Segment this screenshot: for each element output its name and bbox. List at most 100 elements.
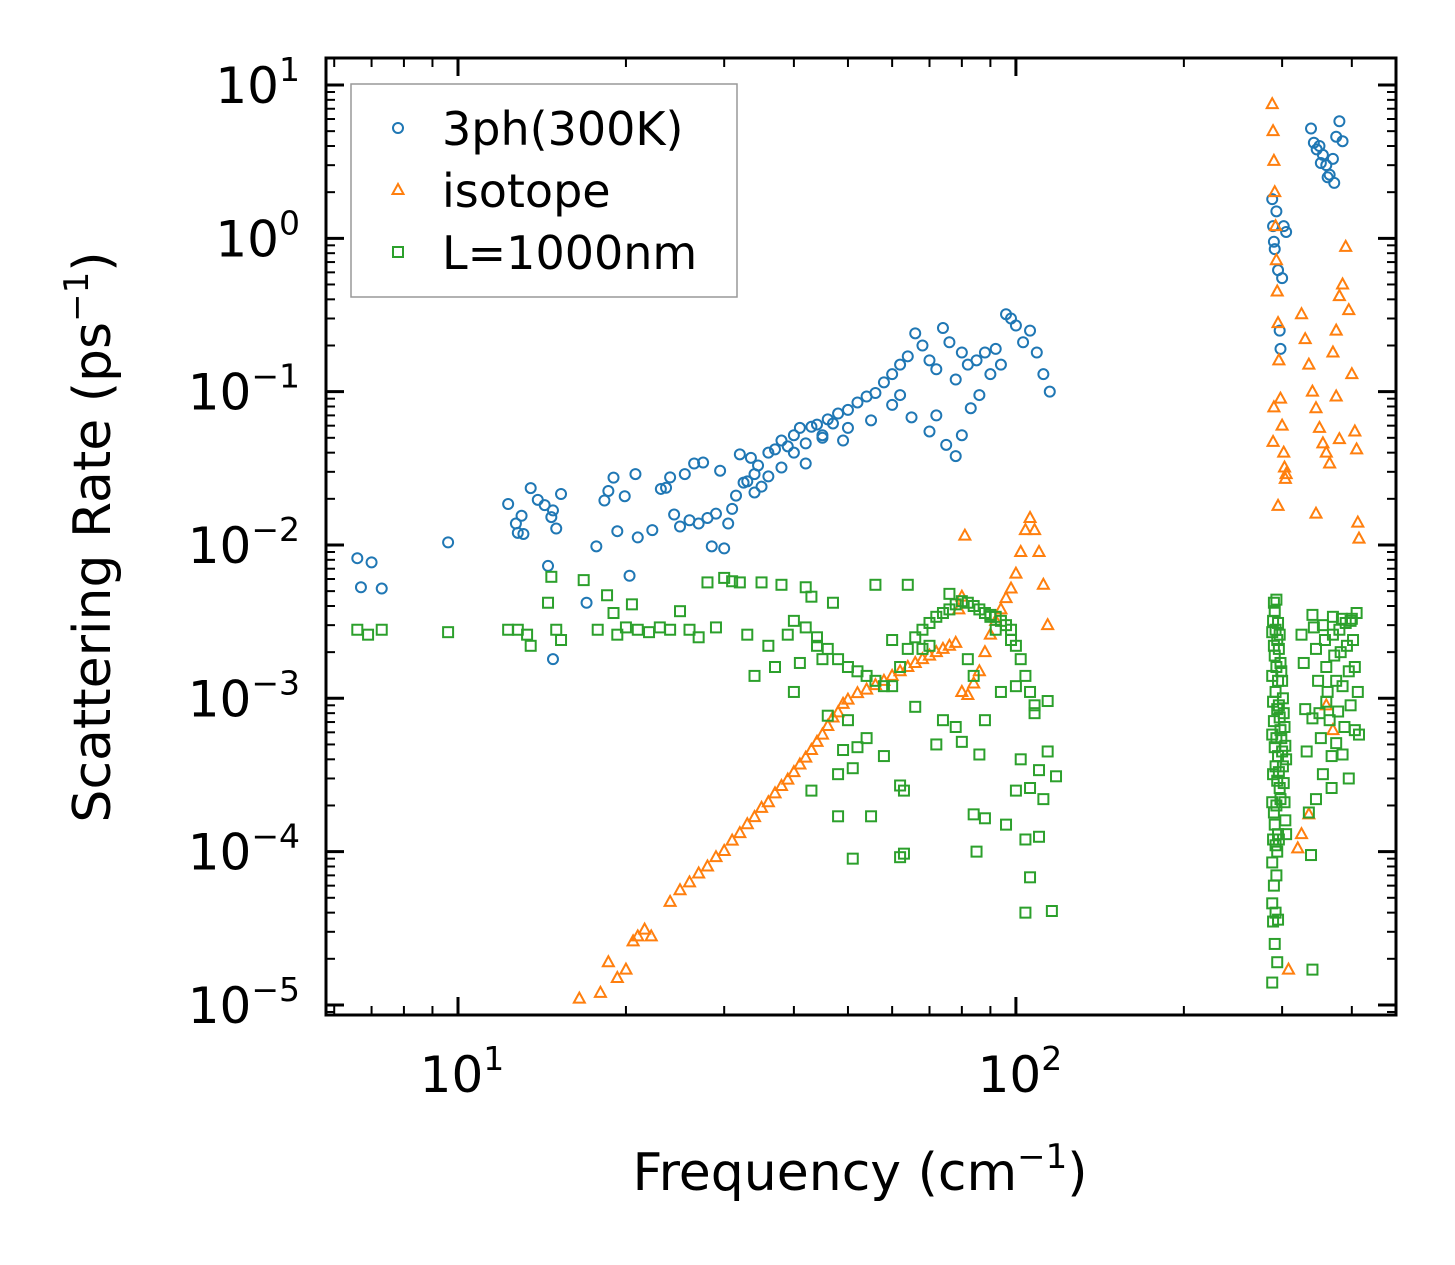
- data-point: [1326, 152, 1339, 165]
- data-point: [1328, 388, 1344, 402]
- data-point: [502, 498, 515, 511]
- data-point: [781, 628, 794, 641]
- data-point: [1267, 806, 1280, 819]
- data-point: [1041, 695, 1054, 708]
- data-point: [850, 685, 865, 699]
- data-point: [542, 596, 555, 609]
- data-point: [705, 540, 718, 553]
- data-point: [1267, 596, 1280, 609]
- data-point: [755, 576, 768, 589]
- data-point: [1276, 692, 1289, 705]
- data-point: [618, 961, 634, 975]
- data-point: [762, 446, 775, 459]
- data-point: [841, 403, 854, 416]
- data-point: [1305, 122, 1318, 135]
- x-tick-label: 102: [978, 1039, 1063, 1104]
- data-point: [860, 732, 873, 745]
- data-point: [646, 524, 659, 537]
- data-point: [832, 407, 845, 420]
- data-point: [936, 714, 949, 727]
- data-point: [1045, 905, 1058, 918]
- data-point: [692, 517, 705, 530]
- data-point: [1335, 612, 1348, 625]
- data-point: [577, 574, 590, 587]
- data-point: [545, 511, 558, 524]
- data-point: [1024, 685, 1037, 698]
- data-point: [1321, 171, 1334, 184]
- data-point: [816, 431, 829, 444]
- data-point: [1270, 497, 1286, 511]
- data-point: [726, 502, 739, 515]
- data-point: [837, 744, 850, 757]
- data-point: [1270, 869, 1283, 882]
- data-point: [668, 508, 681, 521]
- data-point: [989, 342, 1002, 355]
- data-point: [598, 494, 611, 507]
- data-point: [1265, 433, 1281, 447]
- data-point: [973, 389, 986, 402]
- legend-marker: [392, 246, 404, 258]
- data-point: [780, 771, 795, 785]
- data-point: [1003, 580, 1019, 594]
- y-tick-label: 101: [215, 50, 300, 115]
- data-point: [1270, 205, 1283, 218]
- data-point: [930, 409, 943, 422]
- data-point: [909, 631, 922, 644]
- data-point: [957, 527, 973, 541]
- legend-box: [350, 83, 738, 298]
- data-point: [1309, 642, 1322, 655]
- data-point: [1272, 616, 1285, 629]
- data-point: [793, 656, 806, 669]
- data-point: [1268, 243, 1281, 256]
- data-point: [660, 481, 673, 494]
- data-point: [744, 451, 757, 464]
- data-point: [701, 576, 714, 589]
- data-point: [1347, 423, 1363, 437]
- data-point: [1281, 961, 1296, 975]
- data-point: [1009, 680, 1022, 693]
- data-point: [555, 634, 568, 647]
- data-point: [787, 685, 800, 698]
- data-point: [691, 865, 706, 879]
- data-point: [1024, 871, 1037, 884]
- data-point: [611, 525, 624, 538]
- data-point: [1336, 680, 1349, 693]
- data-point: [775, 461, 788, 474]
- data-point: [442, 536, 455, 549]
- x-axis-label: Frequency (cm−1): [632, 1137, 1087, 1203]
- data-point: [943, 587, 956, 600]
- y-axis-label: Scattering Rate (ps−1): [57, 251, 123, 822]
- data-point: [654, 482, 667, 495]
- data-point: [886, 634, 899, 647]
- data-point: [923, 616, 936, 629]
- data-point: [767, 785, 783, 799]
- data-point: [1028, 707, 1041, 720]
- data-point: [1274, 342, 1287, 355]
- data-point: [787, 614, 800, 627]
- data-point: [909, 700, 922, 713]
- data-point: [832, 653, 845, 666]
- data-point: [555, 488, 568, 501]
- data-point: [966, 675, 981, 689]
- data-point: [960, 686, 976, 701]
- data-point: [930, 738, 943, 751]
- data-point: [724, 832, 740, 846]
- data-point: [1344, 699, 1357, 712]
- data-point: [1306, 608, 1319, 621]
- data-point: [741, 475, 754, 488]
- data-point: [748, 669, 761, 682]
- data-point: [1332, 288, 1347, 302]
- data-point: [1265, 96, 1280, 110]
- data-point: [1325, 344, 1341, 358]
- data-point: [714, 464, 727, 477]
- data-point: [697, 456, 710, 469]
- data-point: [967, 669, 980, 682]
- data-point: [815, 726, 830, 740]
- data-point: [1027, 522, 1042, 536]
- data-point: [761, 794, 776, 808]
- data-point: [740, 816, 755, 830]
- data-point: [517, 527, 530, 540]
- data-point: [1351, 530, 1367, 544]
- data-point: [799, 621, 812, 634]
